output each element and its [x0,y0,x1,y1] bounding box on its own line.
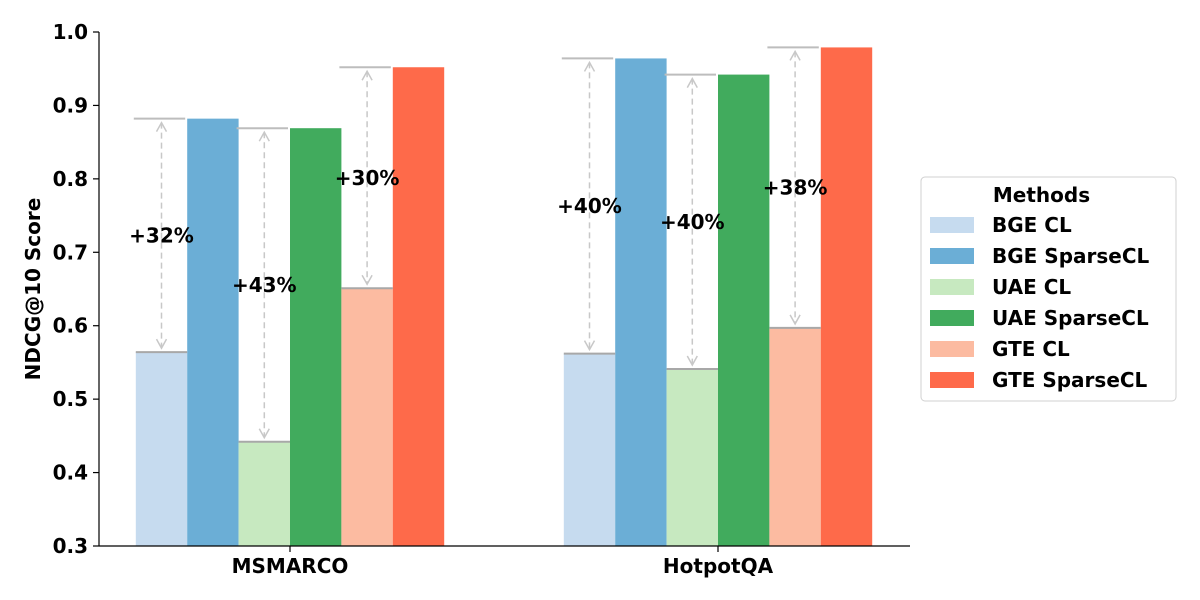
improvement-label: +32% [129,223,194,247]
improvement-annotation: +38% [763,46,828,329]
y-tick-label: 0.3 [53,534,88,558]
improvement-label: +38% [763,176,828,200]
legend-entry-label: UAE CL [992,275,1071,299]
bar [769,327,821,546]
y-tick-label: 0.7 [53,240,88,264]
legend-entry-label: BGE CL [992,213,1072,237]
legend-swatch [930,279,974,295]
improvement-annotation: +40% [557,57,622,355]
legend-swatch [930,372,974,388]
bar [187,118,239,546]
improvement-label: +30% [335,166,400,190]
legend-entry-label: GTE SparseCL [992,368,1148,392]
improvement-label: +40% [557,194,622,218]
bar [341,288,393,546]
bar [666,369,718,546]
y-axis-title: NDCG@10 Score [21,198,45,381]
y-tick-label: 0.4 [53,461,88,485]
improvement-annotation: +43% [232,127,297,443]
improvement-label: +40% [660,210,725,234]
legend-swatch [930,310,974,326]
legend-entry-label: UAE SparseCL [992,306,1149,330]
improvement-annotation: +30% [335,66,400,290]
improvement-annotation: +32% [129,117,194,354]
y-tick-label: 0.6 [53,314,88,338]
bar [238,441,290,546]
y-tick-label: 1.0 [53,20,88,44]
annotations-layer: +32% +43% +30% +40% +40% +38% [129,46,828,443]
legend-title: Methods [993,183,1090,207]
y-tick-label: 0.8 [53,167,88,191]
bar [135,352,188,546]
x-tick-label: HotpotQA [663,554,774,578]
bars-layer [135,47,873,547]
axes-layer: 0.3 0.4 0.5 0.6 0.7 0.8 0.9 1.0 MSMARCO HotpotQA N… [21,20,910,578]
x-tick-label: MSMARCO [232,554,349,578]
legend-box [920,176,1177,402]
legend-entry-label: BGE SparseCL [992,244,1150,268]
bar [718,74,770,547]
legend-swatch [930,217,974,233]
y-tick-label: 0.5 [53,387,88,411]
legend-swatch [930,248,974,264]
legend-swatch [930,341,974,357]
improvement-label: +43% [232,273,297,297]
y-tick-label: 0.9 [53,93,88,117]
bar [615,58,667,546]
bar [290,128,342,547]
legend-entry-label: GTE CL [992,337,1070,361]
bar [820,47,873,547]
legend: Methods BGE CL BGE SparseCL UAE CL UAE Spars… [920,176,1177,402]
bar [563,353,616,546]
bar [392,67,445,546]
improvement-annotation: +40% [660,73,725,371]
